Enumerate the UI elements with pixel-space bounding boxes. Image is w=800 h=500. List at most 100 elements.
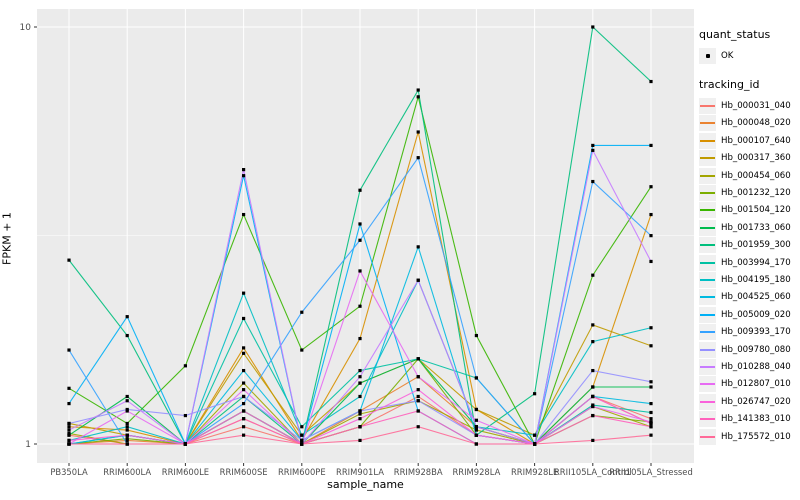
legend-title-tracking-id: tracking_id	[699, 78, 760, 92]
data-point-marker	[242, 394, 246, 399]
legend-item-tracking-id: Hb_001504_120	[699, 202, 799, 219]
legend-item-label: Hb_000454_060	[721, 170, 791, 181]
line-swatch-icon	[700, 192, 715, 195]
data-point-marker	[416, 399, 420, 403]
data-point-marker	[358, 336, 362, 341]
data-point-marker	[358, 409, 362, 413]
legend-item-tracking-id: Hb_003994_170	[699, 254, 799, 271]
legend-item-tracking-id: Hb_000454_060	[699, 167, 799, 184]
legend-key-line-icon	[699, 306, 716, 323]
data-point-marker	[67, 348, 71, 352]
data-point-marker	[358, 394, 362, 399]
x-tick-label: PB350LA	[50, 467, 88, 477]
legend-item-tracking-id: Hb_009780_080	[699, 341, 799, 358]
legend-key-line-icon	[699, 237, 716, 254]
legend-item-quant-status: OK	[699, 47, 799, 64]
legend-item-tracking-id: Hb_005009_020	[699, 306, 799, 323]
legend-item-label: Hb_005009_020	[721, 309, 791, 320]
data-point-marker	[358, 375, 362, 379]
legend-key-line-icon	[699, 185, 716, 202]
data-point-marker	[416, 156, 420, 160]
legend-item-tracking-id: Hb_141383_010	[699, 410, 799, 428]
data-point-marker	[416, 95, 420, 99]
legend-item-label: Hb_175572_010	[721, 431, 791, 442]
data-point-marker	[183, 364, 187, 368]
legend-key-line-icon	[699, 271, 716, 288]
data-point-marker	[67, 258, 71, 262]
data-point-marker	[358, 412, 362, 416]
line-swatch-icon	[700, 296, 715, 299]
line-swatch-icon	[700, 139, 715, 142]
data-point-marker	[474, 425, 478, 429]
data-point-marker	[125, 394, 129, 399]
data-point-marker	[358, 188, 362, 192]
data-point-marker	[125, 421, 129, 426]
legend-key-line-icon	[699, 98, 716, 115]
legend-item-label: Hb_001733_060	[721, 222, 791, 233]
data-point-marker	[67, 438, 71, 443]
data-point-marker	[242, 174, 246, 178]
legend-key-line-icon	[699, 358, 716, 375]
line-swatch-icon	[700, 209, 715, 212]
legend-key-line-icon	[699, 219, 716, 236]
data-point-marker	[125, 409, 129, 413]
legend-title-quant-status: quant_status	[699, 28, 771, 41]
legend-item-tracking-id: Hb_000317_360	[699, 150, 799, 167]
data-point-marker	[67, 431, 71, 436]
data-point-marker	[533, 433, 537, 437]
data-point-marker	[300, 438, 304, 443]
data-point-marker	[649, 185, 653, 189]
data-point-marker	[474, 428, 478, 432]
x-axis-title: sample_name	[327, 478, 404, 491]
data-point-marker	[649, 326, 653, 330]
data-point-marker	[242, 368, 246, 373]
data-point-marker	[416, 375, 420, 379]
data-point-marker	[242, 409, 246, 413]
data-point-marker	[358, 438, 362, 443]
data-point-marker	[416, 130, 420, 134]
data-point-marker	[533, 392, 537, 396]
y-tick-label: 1	[25, 440, 31, 450]
data-point-marker	[67, 425, 71, 429]
legend-item-label: Hb_001959_300	[721, 240, 791, 251]
legend-item-tracking-id: Hb_012807_010	[699, 376, 799, 393]
data-point-marker	[649, 385, 653, 389]
legend-item-tracking-id: Hb_004195_180	[699, 271, 799, 288]
legend-key-line-icon	[699, 393, 716, 410]
y-axis-title: FPKM + 1	[0, 212, 14, 265]
legend-item-tracking-id: Hb_009393_170	[699, 323, 799, 341]
data-point-marker	[649, 421, 653, 426]
legend-item-label: Hb_000317_360	[721, 153, 791, 164]
legend-key-point-icon	[699, 47, 716, 64]
line-swatch-icon	[700, 278, 715, 281]
data-point-marker	[242, 168, 246, 172]
data-point-marker	[358, 425, 362, 429]
x-tick-label: RRIM928BA	[394, 467, 443, 477]
legend-item-label: Hb_000107_640	[721, 135, 791, 146]
data-point-marker	[67, 428, 71, 432]
line-swatch-icon	[700, 400, 715, 403]
legend-item-label: Hb_009393_170	[721, 327, 791, 338]
data-point-marker	[416, 425, 420, 429]
x-tick-label: RRIM600LA	[103, 467, 151, 477]
data-point-marker	[242, 346, 246, 350]
line-swatch-icon	[700, 383, 715, 386]
legend-item-tracking-id: Hb_026747_020	[699, 393, 799, 410]
data-point-marker	[649, 420, 653, 424]
data-point-marker	[125, 399, 129, 403]
line-swatch-icon	[700, 226, 715, 229]
data-point-marker	[416, 88, 420, 92]
x-tick-label: RRII105LA_Stressed	[609, 467, 693, 477]
legend-item-label: Hb_004525_060	[721, 292, 791, 303]
data-point-marker	[242, 417, 246, 421]
data-point-marker	[591, 148, 595, 152]
quant-status-items: OK	[699, 47, 799, 64]
data-point-marker	[649, 234, 653, 238]
data-point-marker	[125, 333, 129, 338]
data-point-marker	[300, 310, 304, 314]
data-point-marker	[649, 417, 653, 421]
data-point-marker	[125, 433, 129, 437]
data-point-marker	[649, 344, 653, 348]
data-point-marker	[300, 425, 304, 429]
